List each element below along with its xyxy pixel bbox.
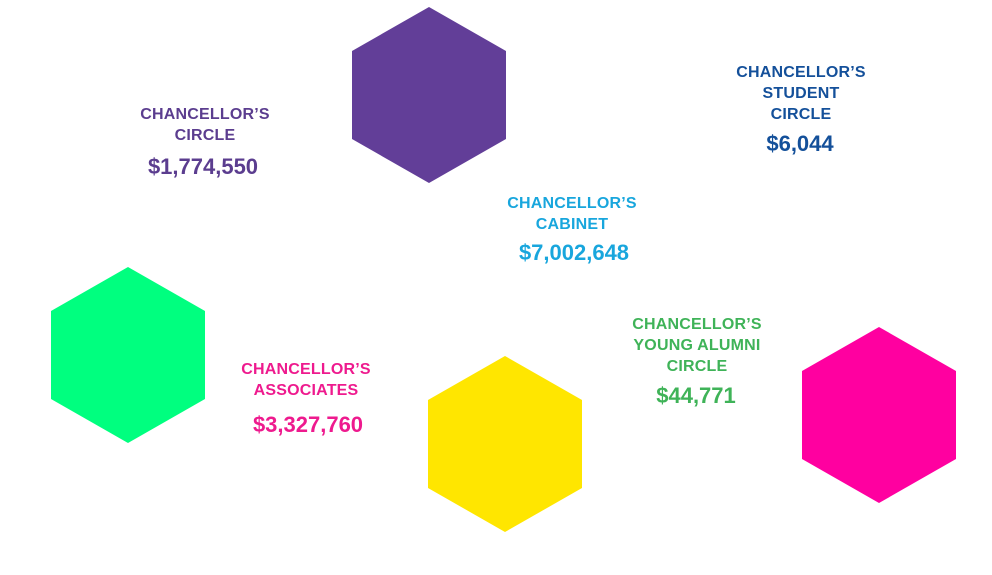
chancellors-associates-label: CHANCELLOR’S ASSOCIATES bbox=[241, 361, 371, 399]
purple-hexagon bbox=[352, 7, 506, 183]
chancellors-cabinet-label: CHANCELLOR’S CABINET bbox=[507, 195, 637, 233]
chancellors-cabinet-amount: $7,002,648 bbox=[518, 240, 630, 265]
chancellors-circle-amount: $1,774,550 bbox=[147, 154, 259, 179]
chancellors-circle-label: CHANCELLOR’S CIRCLE bbox=[140, 106, 270, 144]
chancellors-student-circle-label: CHANCELLOR’S STUDENT CIRCLE bbox=[736, 64, 866, 123]
green-hexagon bbox=[51, 267, 205, 443]
chancellors-associates-amount: $3,327,760 bbox=[252, 412, 364, 437]
chancellors-student-circle-amount: $6,044 bbox=[766, 131, 834, 156]
chancellors-young-alumni-circle-amount: $44,771 bbox=[656, 383, 736, 408]
magenta-hexagon bbox=[802, 327, 956, 503]
yellow-hexagon bbox=[428, 356, 582, 532]
chancellors-young-alumni-circle-label: CHANCELLOR’S YOUNG ALUMNI CIRCLE bbox=[632, 316, 762, 375]
